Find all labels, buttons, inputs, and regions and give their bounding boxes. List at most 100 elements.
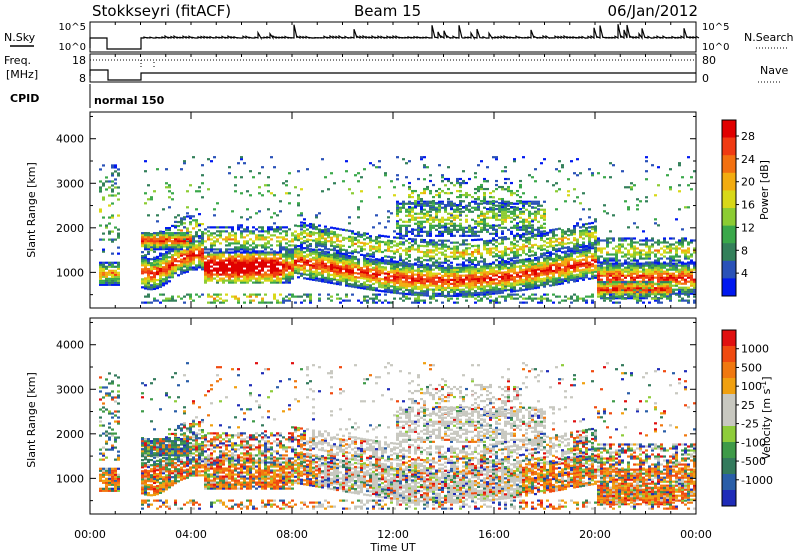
echo-cell bbox=[534, 196, 537, 199]
echo-cell bbox=[378, 285, 381, 288]
echo-cell bbox=[483, 281, 486, 284]
echo-cell bbox=[501, 283, 504, 286]
echo-cell bbox=[480, 226, 483, 229]
echo-cell bbox=[354, 255, 357, 259]
echo-cell bbox=[606, 291, 609, 294]
echo-cell bbox=[318, 261, 321, 264]
echo-cell bbox=[150, 258, 153, 261]
echo-cell bbox=[444, 210, 447, 213]
echo-cell bbox=[351, 232, 354, 235]
echo-cell bbox=[351, 283, 354, 286]
echo-cell bbox=[405, 202, 408, 205]
echo-cell bbox=[420, 240, 423, 243]
echo-cell bbox=[309, 238, 312, 242]
echo-cell bbox=[264, 230, 267, 233]
echo-cell bbox=[327, 188, 330, 191]
echo-cell bbox=[372, 266, 375, 269]
echo-cell bbox=[597, 270, 600, 273]
echo-cell bbox=[369, 284, 372, 287]
echo-cell bbox=[249, 232, 252, 235]
echo-cell bbox=[615, 268, 618, 271]
echo-cell bbox=[312, 252, 315, 255]
echo-cell bbox=[258, 251, 261, 254]
echo-cell bbox=[420, 228, 423, 231]
echo-cell bbox=[270, 261, 273, 264]
echo-cell bbox=[273, 230, 276, 233]
echo-cell bbox=[423, 274, 426, 277]
echo-cell bbox=[180, 248, 183, 251]
echo-cell bbox=[435, 234, 438, 237]
echo-cell bbox=[300, 237, 303, 240]
echo-cell bbox=[189, 256, 192, 259]
echo-cell bbox=[348, 262, 351, 266]
echo-cell bbox=[573, 245, 576, 248]
echo-cell bbox=[111, 202, 114, 205]
echo-cell bbox=[519, 267, 522, 270]
echo-cell bbox=[246, 281, 249, 284]
echo-cell bbox=[345, 260, 348, 263]
echo-cell bbox=[528, 246, 531, 249]
echo-cell bbox=[168, 196, 171, 199]
echo-cell bbox=[258, 255, 261, 258]
echo-cell bbox=[576, 238, 579, 241]
echo-cell bbox=[249, 255, 252, 258]
echo-cell bbox=[459, 284, 462, 287]
echo-cell bbox=[450, 212, 453, 215]
echo-cell bbox=[447, 201, 450, 205]
echo-cell bbox=[609, 278, 612, 281]
echo-cell bbox=[183, 259, 186, 262]
echo-cell bbox=[537, 264, 540, 267]
echo-cell bbox=[447, 284, 450, 288]
echo-cell bbox=[180, 270, 183, 273]
echo-cell bbox=[498, 275, 501, 279]
echo-cell bbox=[399, 297, 402, 300]
echo-cell bbox=[162, 293, 165, 296]
echo-cell bbox=[291, 257, 294, 260]
echo-cell bbox=[426, 234, 429, 237]
echo-cell bbox=[297, 264, 300, 267]
echo-cell bbox=[501, 281, 504, 284]
echo-cell bbox=[528, 212, 531, 215]
echo-cell bbox=[243, 251, 246, 254]
echo-cell bbox=[315, 214, 318, 217]
echo-cell bbox=[357, 284, 360, 287]
echo-cell bbox=[501, 273, 504, 276]
echo-cell bbox=[102, 269, 105, 272]
echo-cell bbox=[117, 267, 120, 270]
echo-cell bbox=[501, 170, 504, 173]
echo-cell bbox=[282, 271, 285, 274]
echo-cell bbox=[594, 270, 597, 273]
echo-cell bbox=[234, 275, 237, 278]
echo-cell bbox=[426, 187, 429, 191]
echo-cell bbox=[498, 279, 501, 283]
echo-cell bbox=[345, 229, 348, 232]
echo-cell bbox=[417, 248, 420, 251]
echo-cell bbox=[558, 254, 561, 258]
echo-cell bbox=[441, 266, 444, 269]
echo-cell bbox=[174, 216, 177, 219]
echo-cell bbox=[387, 260, 390, 264]
echo-cell bbox=[504, 297, 507, 300]
echo-cell bbox=[306, 277, 309, 280]
echo-cell bbox=[255, 238, 258, 241]
echo-cell bbox=[306, 263, 309, 266]
echo-cell bbox=[213, 244, 216, 247]
echo-cell bbox=[141, 278, 144, 281]
echo-cell bbox=[576, 273, 579, 276]
echo-cell bbox=[531, 285, 534, 288]
echo-cell bbox=[429, 301, 432, 304]
echo-cell bbox=[561, 237, 564, 240]
echo-cell bbox=[609, 264, 612, 267]
echo-cell bbox=[432, 249, 435, 252]
echo-cell bbox=[147, 285, 150, 289]
echo-cell bbox=[351, 257, 354, 260]
echo-cell bbox=[252, 176, 255, 179]
echo-cell bbox=[216, 253, 219, 256]
echo-cell bbox=[348, 260, 351, 264]
echo-cell bbox=[150, 270, 153, 273]
echo-cell bbox=[432, 205, 435, 209]
echo-cell bbox=[477, 269, 480, 272]
echo-cell bbox=[462, 200, 465, 203]
echo-cell bbox=[459, 207, 462, 211]
echo-cell bbox=[423, 266, 426, 269]
